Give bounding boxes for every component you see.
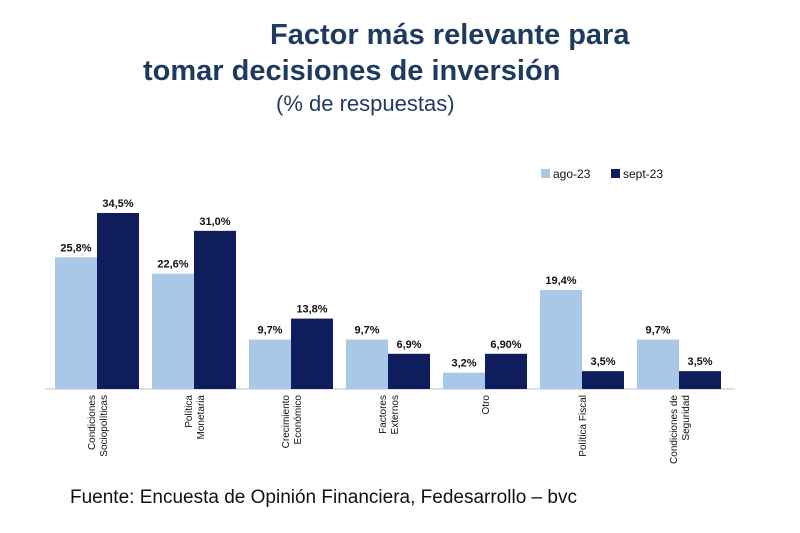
chart-title-line-1: Factor más relevante para bbox=[270, 19, 630, 51]
category-label-5: Política Fiscal bbox=[578, 395, 589, 457]
bar-ago-23-5 bbox=[540, 290, 582, 389]
bar-ago-23-6 bbox=[637, 339, 679, 389]
category-label-6: Condiciones de Seguridad bbox=[669, 395, 692, 464]
category-label-4: Otro bbox=[481, 395, 492, 415]
data-label-ago-23-2: 9,7% bbox=[257, 325, 282, 337]
data-label-ago-23-5: 19,4% bbox=[545, 275, 576, 287]
legend-label-ago-23: ago-23 bbox=[553, 167, 591, 181]
bar-sept-23-3 bbox=[388, 353, 430, 389]
data-label-ago-23-6: 9,7% bbox=[645, 325, 670, 337]
category-label-2-line-1: Económico bbox=[293, 395, 304, 445]
bar-sept-23-6 bbox=[679, 371, 721, 389]
category-label-6-line-1: Seguridad bbox=[681, 395, 692, 441]
category-label-3-line-0: Factores bbox=[378, 395, 389, 434]
category-label-0: Condiciones Sociopolíticas bbox=[87, 395, 110, 457]
source-note: Fuente: Encuesta de Opinión Financiera, … bbox=[70, 487, 577, 508]
bar-ago-23-3 bbox=[346, 339, 388, 389]
data-label-ago-23-0: 25,8% bbox=[60, 242, 91, 254]
category-label-4-line-0: Otro bbox=[481, 395, 492, 415]
category-label-2: Crecimiento Económico bbox=[281, 395, 304, 449]
category-label-2-line-0: Crecimiento bbox=[281, 395, 292, 449]
category-label-1: Política Monetaria bbox=[184, 395, 207, 440]
bar-sept-23-5 bbox=[582, 371, 624, 389]
bar-ago-23-1 bbox=[152, 273, 194, 389]
data-label-ago-23-1: 22,6% bbox=[157, 259, 188, 271]
chart-title-line-2: tomar decisiones de inversión bbox=[143, 55, 561, 87]
category-label-0-line-1: Sociopolíticas bbox=[99, 395, 110, 457]
legend-label-sept-23: sept-23 bbox=[623, 167, 663, 181]
category-label-0-line-0: Condiciones bbox=[87, 395, 98, 450]
legend-swatch-ago-23 bbox=[541, 169, 550, 178]
bar-ago-23-0 bbox=[55, 257, 97, 389]
category-label-6-line-0: Condiciones de bbox=[669, 395, 680, 464]
data-label-sept-23-3: 6,9% bbox=[396, 339, 421, 351]
data-label-sept-23-1: 31,0% bbox=[199, 216, 230, 228]
chart-subtitle: (% de respuestas) bbox=[276, 91, 455, 116]
legend-swatch-sept-23 bbox=[611, 169, 620, 178]
data-label-sept-23-4: 6,90% bbox=[490, 339, 521, 351]
data-label-sept-23-5: 3,5% bbox=[590, 356, 615, 368]
category-label-3: Factores Externos bbox=[378, 395, 401, 434]
data-label-sept-23-6: 3,5% bbox=[687, 356, 712, 368]
data-label-ago-23-4: 3,2% bbox=[451, 358, 476, 370]
category-label-5-line-0: Política Fiscal bbox=[578, 395, 589, 457]
category-label-3-line-1: Externos bbox=[390, 395, 401, 434]
bar-ago-23-4 bbox=[443, 372, 485, 389]
bar-sept-23-2 bbox=[291, 318, 333, 389]
data-label-sept-23-2: 13,8% bbox=[296, 304, 327, 316]
data-label-ago-23-3: 9,7% bbox=[354, 325, 379, 337]
bar-sept-23-4 bbox=[485, 353, 527, 389]
category-label-1-line-0: Política bbox=[184, 395, 195, 428]
category-label-1-line-1: Monetaria bbox=[196, 395, 207, 440]
bar-sept-23-1 bbox=[194, 230, 236, 389]
data-label-sept-23-0: 34,5% bbox=[102, 198, 133, 210]
bar-sept-23-0 bbox=[97, 213, 139, 389]
bar-ago-23-2 bbox=[249, 339, 291, 389]
